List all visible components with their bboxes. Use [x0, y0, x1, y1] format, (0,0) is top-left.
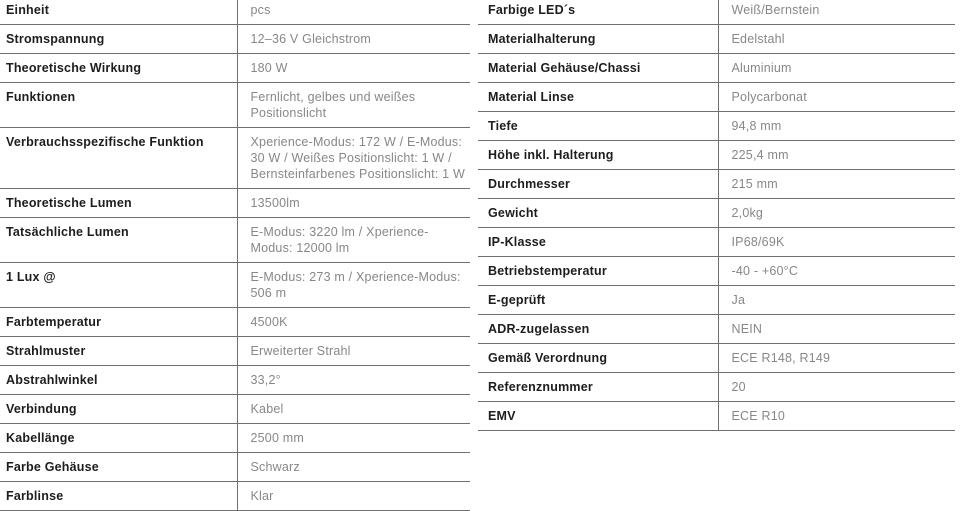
spec-label: Betriebstemperatur: [478, 256, 718, 286]
spec-label: Einheit: [0, 0, 237, 25]
spec-label: Stromspannung: [0, 24, 237, 54]
spec-value: 20: [717, 372, 955, 402]
spec-value: NEIN: [717, 314, 955, 344]
spec-value: 2500 mm: [236, 423, 470, 453]
spec-label: Farblinse: [0, 481, 237, 511]
spec-row: Farblinse Klar: [0, 481, 470, 511]
spec-row: Strahlmuster Erweiterter Strahl: [0, 336, 470, 366]
spec-value: Erweiterter Strahl: [236, 336, 470, 366]
spec-label: Strahlmuster: [0, 336, 237, 366]
spec-label: Verbrauchsspezifische Funktion: [0, 127, 237, 189]
spec-row: Theoretische Lumen 13500lm: [0, 188, 470, 218]
spec-label: E-geprüft: [478, 285, 718, 315]
spec-table-right: Farbige LED´s Weiß/Bernstein Materialhalte…: [478, 0, 955, 431]
spec-label: IP-Klasse: [478, 227, 718, 257]
spec-value: Kabel: [236, 394, 470, 424]
spec-label: Materialhalterung: [478, 24, 718, 54]
spec-value: pcs: [236, 0, 470, 25]
spec-value: Xperience-Modus: 172 W / E-Modus: 30 W /…: [236, 127, 470, 189]
spec-row: Verbindung Kabel: [0, 394, 470, 424]
spec-label: ADR-zugelassen: [478, 314, 718, 344]
spec-label: EMV: [478, 401, 718, 431]
spec-row: Kabellänge 2500 mm: [0, 423, 470, 453]
spec-label: Farbtemperatur: [0, 307, 237, 337]
spec-row: Farbtemperatur 4500K: [0, 307, 470, 337]
spec-value: E-Modus: 273 m / Xperience-Modus: 506 m: [236, 262, 470, 308]
spec-label: Theoretische Lumen: [0, 188, 237, 218]
spec-row: ADR-zugelassen NEIN: [478, 314, 955, 344]
spec-row: Referenznummer 20: [478, 372, 955, 402]
spec-label: Material Linse: [478, 82, 718, 112]
spec-row: 1 Lux @ E-Modus: 273 m / Xperience-Modus:…: [0, 262, 470, 308]
spec-row: Verbrauchsspezifische Funktion Xperience-…: [0, 127, 470, 189]
spec-label: Gemäß Verordnung: [478, 343, 718, 373]
spec-value: 13500lm: [236, 188, 470, 218]
spec-row: Einheit pcs: [0, 0, 470, 25]
spec-label: Verbindung: [0, 394, 237, 424]
spec-row: Funktionen Fernlicht, gelbes und weißes P…: [0, 82, 470, 128]
spec-label: Durchmesser: [478, 169, 718, 199]
spec-row: Betriebstemperatur -40 - +60°C: [478, 256, 955, 286]
spec-value: 180 W: [236, 53, 470, 83]
spec-label: Funktionen: [0, 82, 237, 128]
spec-value: IP68/69K: [717, 227, 955, 257]
spec-label: Gewicht: [478, 198, 718, 228]
spec-label: Tiefe: [478, 111, 718, 141]
spec-row: Farbige LED´s Weiß/Bernstein: [478, 0, 955, 25]
spec-value: Edelstahl: [717, 24, 955, 54]
spec-value: 4500K: [236, 307, 470, 337]
spec-label: Kabellänge: [0, 423, 237, 453]
spec-row: Material Gehäuse/Chassi Aluminium: [478, 53, 955, 83]
spec-value: Schwarz: [236, 452, 470, 482]
spec-row: Abstrahlwinkel 33,2°: [0, 365, 470, 395]
spec-row: EMV ECE R10: [478, 401, 955, 431]
spec-row: Tatsächliche Lumen E-Modus: 3220 lm / Xpe…: [0, 217, 470, 263]
spec-label: Höhe inkl. Halterung: [478, 140, 718, 170]
spec-value: -40 - +60°C: [717, 256, 955, 286]
spec-label: Referenznummer: [478, 372, 718, 402]
spec-row: E-geprüft Ja: [478, 285, 955, 315]
spec-row: Gewicht 2,0kg: [478, 198, 955, 228]
spec-value: ECE R10: [717, 401, 955, 431]
spec-value: Polycarbonat: [717, 82, 955, 112]
spec-value: 215 mm: [717, 169, 955, 199]
spec-label: Farbige LED´s: [478, 0, 718, 25]
spec-row: Theoretische Wirkung 180 W: [0, 53, 470, 83]
spec-value: 2,0kg: [717, 198, 955, 228]
spec-table-left: Einheit pcs Stromspannung 12–36 V Gleichstr…: [0, 0, 470, 511]
spec-row: Farbe Gehäuse Schwarz: [0, 452, 470, 482]
spec-label: Tatsächliche Lumen: [0, 217, 237, 263]
spec-label: 1 Lux @: [0, 262, 237, 308]
spec-row: Höhe inkl. Halterung 225,4 mm: [478, 140, 955, 170]
spec-row: Material Linse Polycarbonat: [478, 82, 955, 112]
spec-value: 225,4 mm: [717, 140, 955, 170]
spec-label: Farbe Gehäuse: [0, 452, 237, 482]
spec-value: Aluminium: [717, 53, 955, 83]
spec-value: 33,2°: [236, 365, 470, 395]
spec-value: Ja: [717, 285, 955, 315]
spec-value: Weiß/Bernstein: [717, 0, 955, 25]
spec-value: ECE R148, R149: [717, 343, 955, 373]
spec-label: Theoretische Wirkung: [0, 53, 237, 83]
spec-value: 94,8 mm: [717, 111, 955, 141]
spec-value: Fernlicht, gelbes und weißes Positionsli…: [236, 82, 470, 128]
spec-row: Materialhalterung Edelstahl: [478, 24, 955, 54]
spec-value: E-Modus: 3220 lm / Xperience-Modus: 1200…: [236, 217, 470, 263]
spec-row: IP-Klasse IP68/69K: [478, 227, 955, 257]
spec-label: Abstrahlwinkel: [0, 365, 237, 395]
spec-label: Material Gehäuse/Chassi: [478, 53, 718, 83]
spec-row: Tiefe 94,8 mm: [478, 111, 955, 141]
spec-row: Gemäß Verordnung ECE R148, R149: [478, 343, 955, 373]
spec-row: Durchmesser 215 mm: [478, 169, 955, 199]
spec-value: 12–36 V Gleichstrom: [236, 24, 470, 54]
spec-row: Stromspannung 12–36 V Gleichstrom: [0, 24, 470, 54]
spec-value: Klar: [236, 481, 470, 511]
